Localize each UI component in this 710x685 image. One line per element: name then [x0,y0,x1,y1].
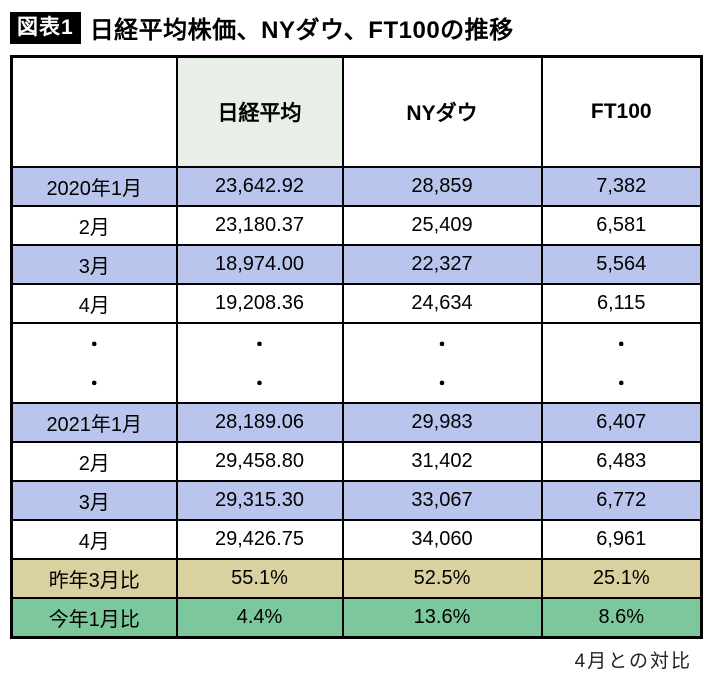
cell: ・ [540,363,703,404]
cell: 55.1% [175,558,344,599]
cell: 34,060 [341,519,543,560]
cell: 31,402 [341,441,543,482]
cell: ・ [175,322,344,363]
table-row: 3月 29,315.30 33,067 6,772 [10,480,703,521]
cell: 6,483 [540,441,703,482]
table-row: 2月 29,458.80 31,402 6,483 [10,441,703,482]
cell: ・ [341,322,543,363]
cell: 24,634 [341,283,543,324]
cell: 29,315.30 [175,480,344,521]
row-label: 2月 [10,205,178,246]
cell: 18,974.00 [175,244,344,285]
cell: 33,067 [341,480,543,521]
cell: 29,458.80 [175,441,344,482]
row-label: 4月 [10,283,178,324]
row-label: 3月 [10,480,178,521]
cell: 13.6% [341,597,543,639]
cell: 7,382 [540,166,703,207]
table-row: 昨年3月比 55.1% 52.5% 25.1% [10,558,703,599]
figure-title: 日経平均株価、NYダウ、FT100の推移 [89,17,514,44]
footnote: 4月との対比 [574,651,692,672]
cell: ・ [540,322,703,363]
cell: 6,772 [540,480,703,521]
header-row: 日経平均 NYダウ FT100 [10,55,703,168]
cell: 29,983 [341,402,543,443]
column-header-ft100: FT100 [540,55,703,168]
cell: 4.4% [175,597,344,639]
data-table: 日経平均 NYダウ FT100 2020年1月 23,642.92 28,859 7,… [10,55,703,639]
cell: 6,581 [540,205,703,246]
table-row: 3月 18,974.00 22,327 5,564 [10,244,703,285]
figure-header: 図表1 日経平均株価、NYダウ、FT100の推移 [10,10,700,45]
row-label: ・ [10,363,178,404]
column-header-nikkei: 日経平均 [175,55,344,168]
table-row: ・・・・ [10,322,703,363]
cell: 6,115 [540,283,703,324]
table-row: 2021年1月 28,189.06 29,983 6,407 [10,402,703,443]
table-row: 今年1月比 4.4% 13.6% 8.6% [10,597,703,639]
table-row: 2月 23,180.37 25,409 6,581 [10,205,703,246]
cell: 29,426.75 [175,519,344,560]
cell: 6,961 [540,519,703,560]
cell: 6,407 [540,402,703,443]
table-body: 2020年1月 23,642.92 28,859 7,382 2月 23,180.37 25… [10,166,703,639]
cell: 28,859 [341,166,543,207]
cell: 22,327 [341,244,543,285]
row-label: 昨年3月比 [10,558,178,599]
column-header-blank [10,55,178,168]
column-header-nydow: NYダウ [341,55,543,168]
table-row: 2020年1月 23,642.92 28,859 7,382 [10,166,703,207]
cell: 8.6% [540,597,703,639]
row-label: 2021年1月 [10,402,178,443]
row-label: 今年1月比 [10,597,178,639]
cell: 19,208.36 [175,283,344,324]
figure-badge: 図表1 [10,11,81,44]
row-label: ・ [10,322,178,363]
row-label: 4月 [10,519,178,560]
cell: ・ [341,363,543,404]
cell: 52.5% [341,558,543,599]
cell: 23,642.92 [175,166,344,207]
cell: 23,180.37 [175,205,344,246]
cell: 28,189.06 [175,402,344,443]
table-row: 4月 29,426.75 34,060 6,961 [10,519,703,560]
table-row: ・・・・ [10,363,703,404]
row-label: 2020年1月 [10,166,178,207]
cell: 5,564 [540,244,703,285]
row-label: 3月 [10,244,178,285]
row-label: 2月 [10,441,178,482]
cell: 25.1% [540,558,703,599]
table-row: 4月 19,208.36 24,634 6,115 [10,283,703,324]
cell: 25,409 [341,205,543,246]
cell: ・ [175,363,344,404]
